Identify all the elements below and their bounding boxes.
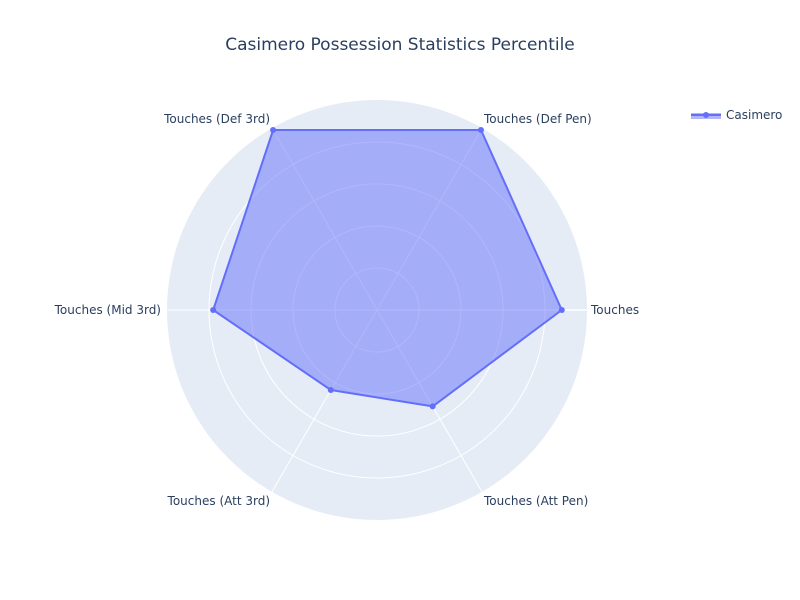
axis-label-5: Touches (Att 3rd): [167, 494, 270, 508]
legend-marker-casimero: [703, 112, 709, 118]
legend-label-casimero: Casimero: [726, 108, 782, 122]
data-point-4[interactable]: [210, 307, 217, 313]
axis-label-1: Touches: [590, 303, 639, 317]
axis-label-6: Touches (Att Pen): [483, 494, 588, 508]
angular-axis-labels: Touches Touches (Def Pen) Touches (Def 3rd…: [54, 112, 639, 508]
data-point-6[interactable]: [429, 403, 436, 410]
data-point-2[interactable]: [477, 126, 484, 133]
data-point-1[interactable]: [558, 307, 565, 313]
series-layer: [210, 126, 565, 410]
data-point-5[interactable]: [327, 387, 334, 394]
legend[interactable]: Casimero: [691, 108, 782, 122]
data-point-3[interactable]: [270, 126, 277, 133]
axis-label-4: Touches (Mid 3rd): [54, 303, 161, 317]
axis-label-2: Touches (Def Pen): [483, 112, 592, 126]
axis-label-3: Touches (Def 3rd): [163, 112, 270, 126]
chart-title: Casimero Possession Statistics Percentil…: [225, 35, 575, 55]
